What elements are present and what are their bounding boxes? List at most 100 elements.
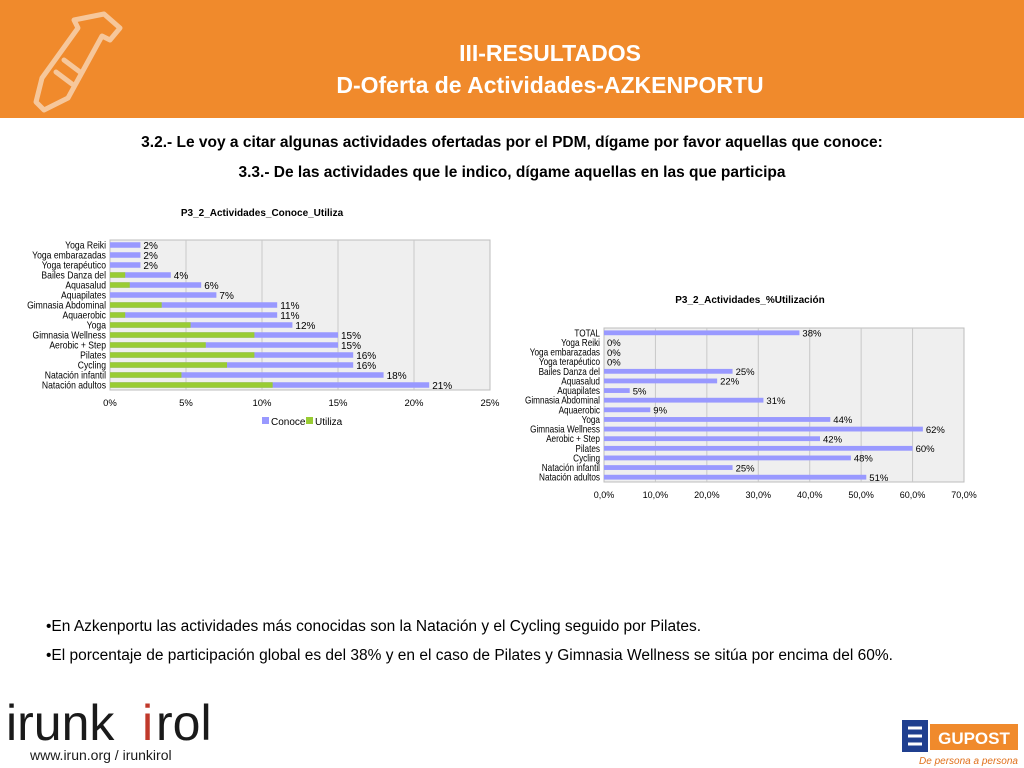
svg-text:irunk: irunk <box>6 695 115 748</box>
bar-utiliza <box>110 372 182 378</box>
x-tick-label: 15% <box>328 398 348 409</box>
bottle-icon <box>33 11 123 113</box>
irunkirol-logo: irunk i rol <box>6 695 212 748</box>
data-label: 4% <box>174 271 189 282</box>
x-tick-label: 0,0% <box>594 490 615 500</box>
category-label: Gimnasia Wellness <box>530 424 600 435</box>
bar-utiliza <box>110 272 126 278</box>
data-label: 48% <box>854 454 874 465</box>
x-tick-label: 40,0% <box>797 490 823 500</box>
bar-value <box>604 407 651 413</box>
question-3-2: 3.2.- Le voy a citar algunas actividades… <box>141 134 883 151</box>
data-label: 51% <box>869 473 889 484</box>
x-tick-label: 70,0% <box>951 490 977 500</box>
x-tick-label: 60,0% <box>900 490 926 500</box>
category-label: Aquapilates <box>557 385 600 396</box>
category-label: Aquaerobic <box>559 405 601 416</box>
bar-value <box>604 445 913 451</box>
chart-conoce-utiliza: P3_2_Actividades_Conoce_Utiliza 0% 5% 10% 15… <box>27 208 500 428</box>
bar-conoce <box>110 252 141 258</box>
data-label: 60% <box>916 444 936 455</box>
data-label: 15% <box>341 331 361 342</box>
data-label: 62% <box>926 425 946 436</box>
data-label: 12% <box>295 321 315 332</box>
data-label: 5% <box>633 386 647 397</box>
data-label: 2% <box>143 241 158 252</box>
page-title-line1: III-RESULTADOS <box>459 40 641 66</box>
category-label: Aerobic + Step <box>49 340 106 352</box>
data-label: 9% <box>653 406 667 417</box>
bar-utiliza <box>110 312 126 318</box>
category-label: Aquapilates <box>61 290 106 302</box>
x-tick-label: 10% <box>252 398 272 409</box>
bar-value <box>604 436 820 442</box>
x-tick-label: 25% <box>480 398 500 409</box>
data-label: 7% <box>219 291 234 302</box>
data-label: 44% <box>833 415 853 426</box>
data-label: 0% <box>607 338 621 349</box>
bar-utiliza <box>110 302 162 308</box>
x-tick-label: 20,0% <box>694 490 720 500</box>
bar-conoce <box>110 272 171 278</box>
bar-conoce <box>110 282 202 288</box>
summary-bullets: •En Azkenportu las actividades más conoc… <box>46 616 946 674</box>
data-label: 21% <box>432 381 452 392</box>
svg-text:GUPOST: GUPOST <box>938 729 1010 748</box>
bar-value <box>604 368 733 374</box>
data-label: 16% <box>356 351 376 362</box>
category-label: Natación infantil <box>45 370 106 382</box>
category-label: Aquasalud <box>65 280 106 292</box>
category-label: Yoga <box>87 320 107 332</box>
bar-value <box>604 388 630 393</box>
svg-text:i: i <box>142 695 153 748</box>
data-label: 25% <box>736 367 756 378</box>
x-tick-label: 50,0% <box>848 490 874 500</box>
data-label: 11% <box>280 301 299 312</box>
category-label: TOTAL <box>574 328 600 339</box>
bar-value <box>604 455 851 461</box>
bar-conoce <box>110 262 141 268</box>
gupost-logo: GUPOST De persona a persona <box>902 720 1018 767</box>
category-label: Yoga Reiki <box>561 337 600 348</box>
x-tick-label: 5% <box>179 398 193 409</box>
bar-conoce <box>110 322 293 328</box>
data-label: 15% <box>341 341 361 352</box>
category-label: Bailes Danza del <box>41 270 106 282</box>
legend-label: Utiliza <box>315 417 343 428</box>
category-label: Cycling <box>78 360 106 372</box>
category-label: Yoga embarazadas <box>32 250 106 262</box>
bullet-item: •El porcentaje de participación global e… <box>46 647 893 664</box>
data-label: 2% <box>143 261 158 272</box>
bar-conoce <box>110 372 384 378</box>
legend-label: Conoce <box>271 417 306 428</box>
bar-value <box>604 378 718 384</box>
bar-value <box>604 330 800 336</box>
category-label: Pilates <box>575 443 600 454</box>
data-label: 0% <box>607 348 621 359</box>
bar-value <box>604 397 764 403</box>
legend-swatch <box>306 417 313 424</box>
category-label: Gimnasia Abdominal <box>525 395 600 406</box>
bullet-item: •En Azkenportu las actividades más conoc… <box>46 618 702 635</box>
bar-utiliza <box>110 342 206 348</box>
bar-value <box>604 417 831 422</box>
category-label: Gimnasia Abdominal <box>27 300 106 312</box>
data-label: 31% <box>766 396 786 407</box>
category-label: Natación adultos <box>539 472 600 483</box>
chart-utilizacion: P3_2_Actividades_%Utilización 0,0% 10,0% 20… <box>525 295 977 500</box>
data-label: 2% <box>143 251 158 262</box>
category-label: Yoga Reiki <box>65 240 106 252</box>
data-label: 6% <box>204 281 219 292</box>
footer-url: www.irun.org / irunkirol <box>30 747 172 763</box>
category-label: Yoga embarazadas <box>530 347 601 358</box>
data-label: 22% <box>720 377 740 388</box>
data-label: 16% <box>356 361 376 372</box>
x-tick-label: 0% <box>103 398 117 409</box>
bar-utiliza <box>110 282 130 288</box>
data-label: 18% <box>387 371 407 382</box>
x-tick-label: 10,0% <box>643 490 669 500</box>
category-label: Yoga <box>582 414 601 425</box>
bar-value <box>604 426 923 432</box>
svg-text:rol: rol <box>156 695 212 748</box>
x-tick-label: 30,0% <box>746 490 772 500</box>
